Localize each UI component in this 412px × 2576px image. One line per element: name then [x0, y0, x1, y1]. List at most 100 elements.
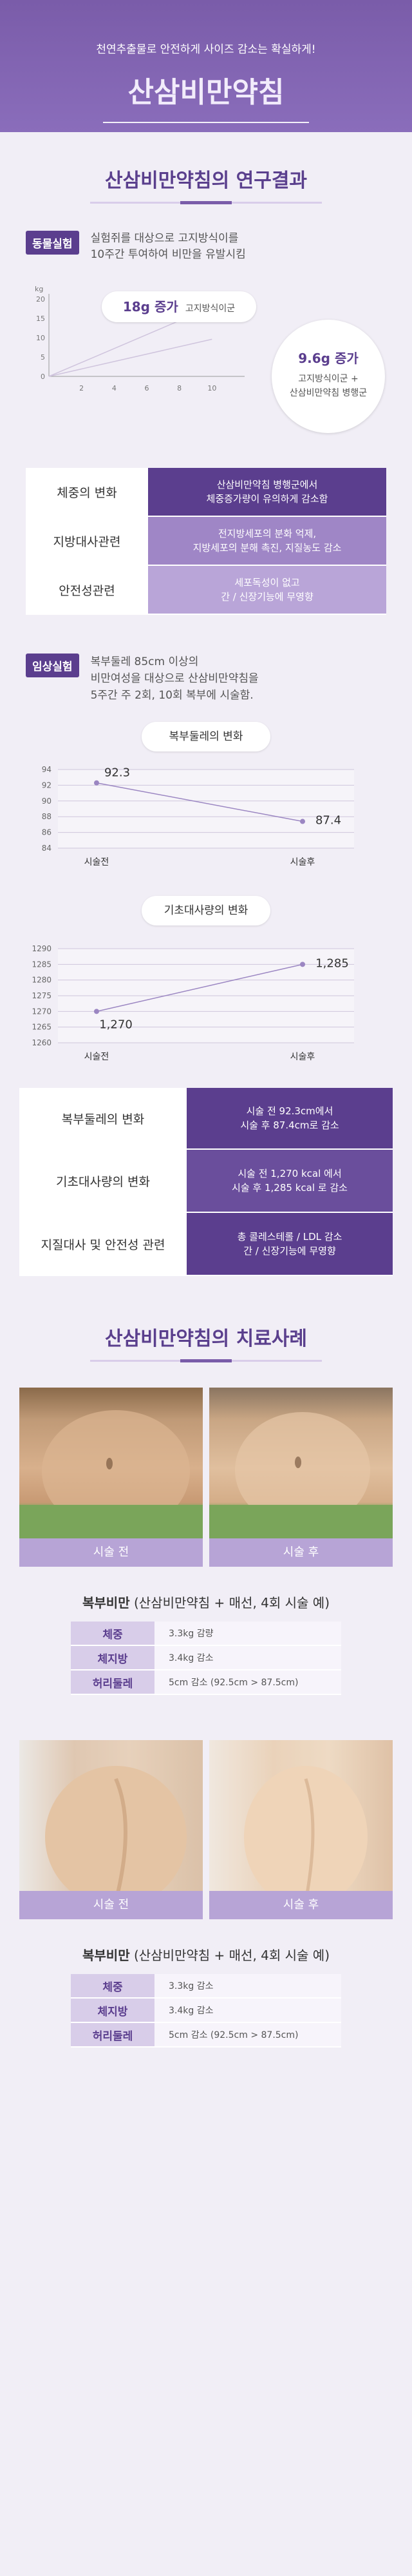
table-row: 허리둘레 5cm 감소 (92.5cm > 87.5cm) — [71, 1671, 341, 1695]
series-line-2 — [48, 338, 212, 377]
callout-combined-name1: 고지방식이군 + — [298, 374, 359, 384]
x-tick-label: 시술전 — [84, 857, 109, 867]
animal-desc-line2: 10주간 투여하여 비만을 유발시킴 — [90, 248, 246, 261]
clinical-results-table: 복부둘레의 변화 시술 전 92.3cm에서 시술 후 87.4cm로 감소 기초… — [19, 1088, 393, 1276]
y-tick-label: 1285 — [32, 960, 52, 969]
case1-before-figure — [19, 1410, 203, 1538]
y-tick-label: 20 — [36, 295, 45, 304]
data-label: 1,270 — [99, 1018, 133, 1031]
series-line — [96, 782, 303, 822]
callout-combined-name2: 산삼비만약침 병행군 — [289, 388, 368, 398]
y-tick-label: 1275 — [32, 991, 52, 1000]
table-key: 체중의 변화 — [26, 468, 148, 516]
y-tick-label: 1280 — [32, 976, 52, 985]
series-line — [96, 964, 303, 1012]
callout-combined-value: 9.6g 증가 — [298, 351, 359, 366]
plot-area — [58, 770, 354, 848]
y-tick-label: 84 — [42, 844, 52, 853]
table-row: 체지방 3.4kg 감소 — [71, 1646, 341, 1671]
x-tick-label: 6 — [145, 384, 149, 392]
y-tick-label: 15 — [36, 315, 45, 323]
table-key: 안전성관련 — [26, 566, 148, 614]
case1-before-label: 시술 전 — [19, 1538, 203, 1567]
table-row: 복부둘레의 변화 시술 전 92.3cm에서 시술 후 87.4cm로 감소 — [19, 1088, 393, 1150]
table-key: 기초대사량의 변화 — [19, 1150, 187, 1212]
animal-study-tag: 동물실험 — [26, 231, 79, 255]
x-tick-label: 4 — [112, 384, 117, 392]
waist-chart: 84 86 88 90 92 94 92.3 시술전 87.4 시술후 — [19, 751, 393, 874]
y-tick-label: 92 — [42, 780, 52, 789]
animal-desc-line1: 실험쥐를 대상으로 고지방식이를 — [90, 232, 239, 245]
x-tick-label: 8 — [177, 384, 182, 392]
y-tick-label: 5 — [41, 353, 45, 362]
table-value: 총 콜레스테롤 / LDL 감소 간 / 신장기능에 무영향 — [187, 1213, 393, 1275]
case2-photos: 시술 전 시술 후 — [19, 1740, 393, 1919]
y-tick-label: 94 — [42, 765, 52, 774]
animal-results-table: 체중의 변화 산삼비만약침 병행군에서 체중증가량이 유의하게 감소함 지방대사관… — [26, 468, 386, 615]
table-row: 지질대사 및 안전성 관련 총 콜레스테롤 / LDL 감소 간 / 신장기능에 … — [19, 1213, 393, 1276]
y-tick-label: 10 — [36, 334, 45, 342]
bmr-chart: 1260 1265 1270 1275 1280 1285 1290 1,270 시술전 1,28… — [19, 925, 393, 1074]
table-row: 체중 3.3kg 감소 — [71, 1974, 341, 1999]
table-row: 체중 3.3kg 감량 — [71, 1622, 341, 1646]
case1-table: 체중 3.3kg 감량 체지방 3.4kg 감소 허리둘레 5cm 감소 (92.5c… — [71, 1622, 341, 1695]
table-key: 지질대사 및 안전성 관련 — [19, 1213, 187, 1275]
x-tick-label: 2 — [79, 384, 84, 392]
table-row: 허리둘레 5cm 감소 (92.5cm > 87.5cm) — [71, 2023, 341, 2048]
clinical-study-tag: 임상실험 — [26, 654, 79, 677]
research-title: 산삼비만약침의 연구결과 — [104, 169, 308, 192]
y-axis-unit: kg — [35, 285, 43, 293]
y-tick-label: 88 — [42, 812, 52, 821]
animal-study: 동물실험 실험쥐를 대상으로 고지방식이를 10주간 투여하여 비만을 유발시킴… — [0, 231, 412, 433]
animal-study-desc: 실험쥐를 대상으로 고지방식이를 10주간 투여하여 비만을 유발시킴 — [91, 231, 246, 263]
table-key: 복부둘레의 변화 — [19, 1088, 187, 1148]
data-point — [94, 1009, 99, 1014]
callout-high-fat-name: 고지방식이군 — [185, 304, 236, 314]
table-value: 시술 전 1,270 kcal 에서 시술 후 1,285 kcal 로 감소 — [187, 1150, 393, 1212]
bmr-chart-svg: 1260 1265 1270 1275 1280 1285 1290 1,270 시술전 1,28… — [32, 944, 354, 1062]
case1-after-photo: 시술 후 — [209, 1388, 393, 1567]
case2-before-photo: 시술 전 — [19, 1740, 203, 1919]
table-row: 체지방 3.4kg 감소 — [71, 1999, 341, 2023]
table-row: 지방대사관련 전지방세포의 분화 억제, 지방세포의 분해 촉진, 지질농도 감소 — [26, 517, 386, 566]
table-value: 시술 전 92.3cm에서 시술 후 87.4cm로 감소 — [187, 1088, 393, 1148]
clinical-study: 임상실험 복부둘레 85cm 이상의 비만여성을 대상으로 산삼비만약침을 5주… — [0, 654, 412, 704]
y-tick-label: 1260 — [32, 1038, 52, 1047]
data-point — [300, 962, 305, 967]
cases-title: 산삼비만약침의 치료사례 — [104, 1328, 308, 1350]
y-tick-label: 1265 — [32, 1023, 52, 1032]
y-tick-label: 1290 — [32, 944, 52, 953]
case1-title: 복부비만 (산삼비만약침 + 매선, 4회 시술 예) — [82, 1595, 330, 1611]
x-tick-label: 시술전 — [84, 1052, 109, 1062]
cases-divider — [90, 1359, 322, 1362]
callout-high-fat: 18g 증가 고지방식이군 — [102, 291, 256, 322]
table-value: 세포독성이 없고 간 / 신장기능에 무영향 — [148, 566, 386, 614]
callout-high-fat-value: 18g 증가 — [122, 299, 178, 315]
case1-before-photo: 시술 전 — [19, 1388, 203, 1567]
x-tick-label: 시술후 — [290, 857, 315, 867]
table-row: 안전성관련 세포독성이 없고 간 / 신장기능에 무영향 — [26, 566, 386, 615]
case2-after-photo: 시술 후 — [209, 1740, 393, 1919]
data-point — [94, 780, 99, 786]
header-banner: 천연추출물로 안전하게 사이즈 감소는 확실하게! 산삼비만약침 — [0, 0, 412, 132]
table-value: 전지방세포의 분화 억제, 지방세포의 분해 촉진, 지질농도 감소 — [148, 517, 386, 565]
data-label: 87.4 — [315, 814, 341, 828]
case2-after-figure — [209, 1740, 393, 1919]
y-tick-label: 1270 — [32, 1007, 52, 1016]
bmr-chart-label: 기초대사량의 변화 — [142, 896, 270, 925]
case2-table: 체중 3.3kg 감소 체지방 3.4kg 감소 허리둘레 5cm 감소 (92.5c… — [71, 1974, 341, 2048]
callout-combined: 9.6g 증가 고지방식이군 + 산삼비만약침 병행군 — [272, 320, 385, 433]
header-title: 산삼비만약침 — [127, 76, 285, 109]
y-tick-label: 86 — [42, 828, 52, 837]
case1-after-label: 시술 후 — [209, 1538, 393, 1567]
case1-after-figure — [209, 1412, 393, 1538]
table-key: 지방대사관련 — [26, 517, 148, 565]
case2-before-label: 시술 전 — [19, 1891, 203, 1919]
data-point — [300, 818, 305, 824]
data-label: 1,285 — [315, 956, 349, 970]
header-divider — [103, 122, 309, 123]
table-row: 기초대사량의 변화 시술 전 1,270 kcal 에서 시술 후 1,285 k… — [19, 1150, 393, 1213]
case2-after-label: 시술 후 — [209, 1891, 393, 1919]
header-subtitle: 천연추출물로 안전하게 사이즈 감소는 확실하게! — [96, 43, 316, 56]
